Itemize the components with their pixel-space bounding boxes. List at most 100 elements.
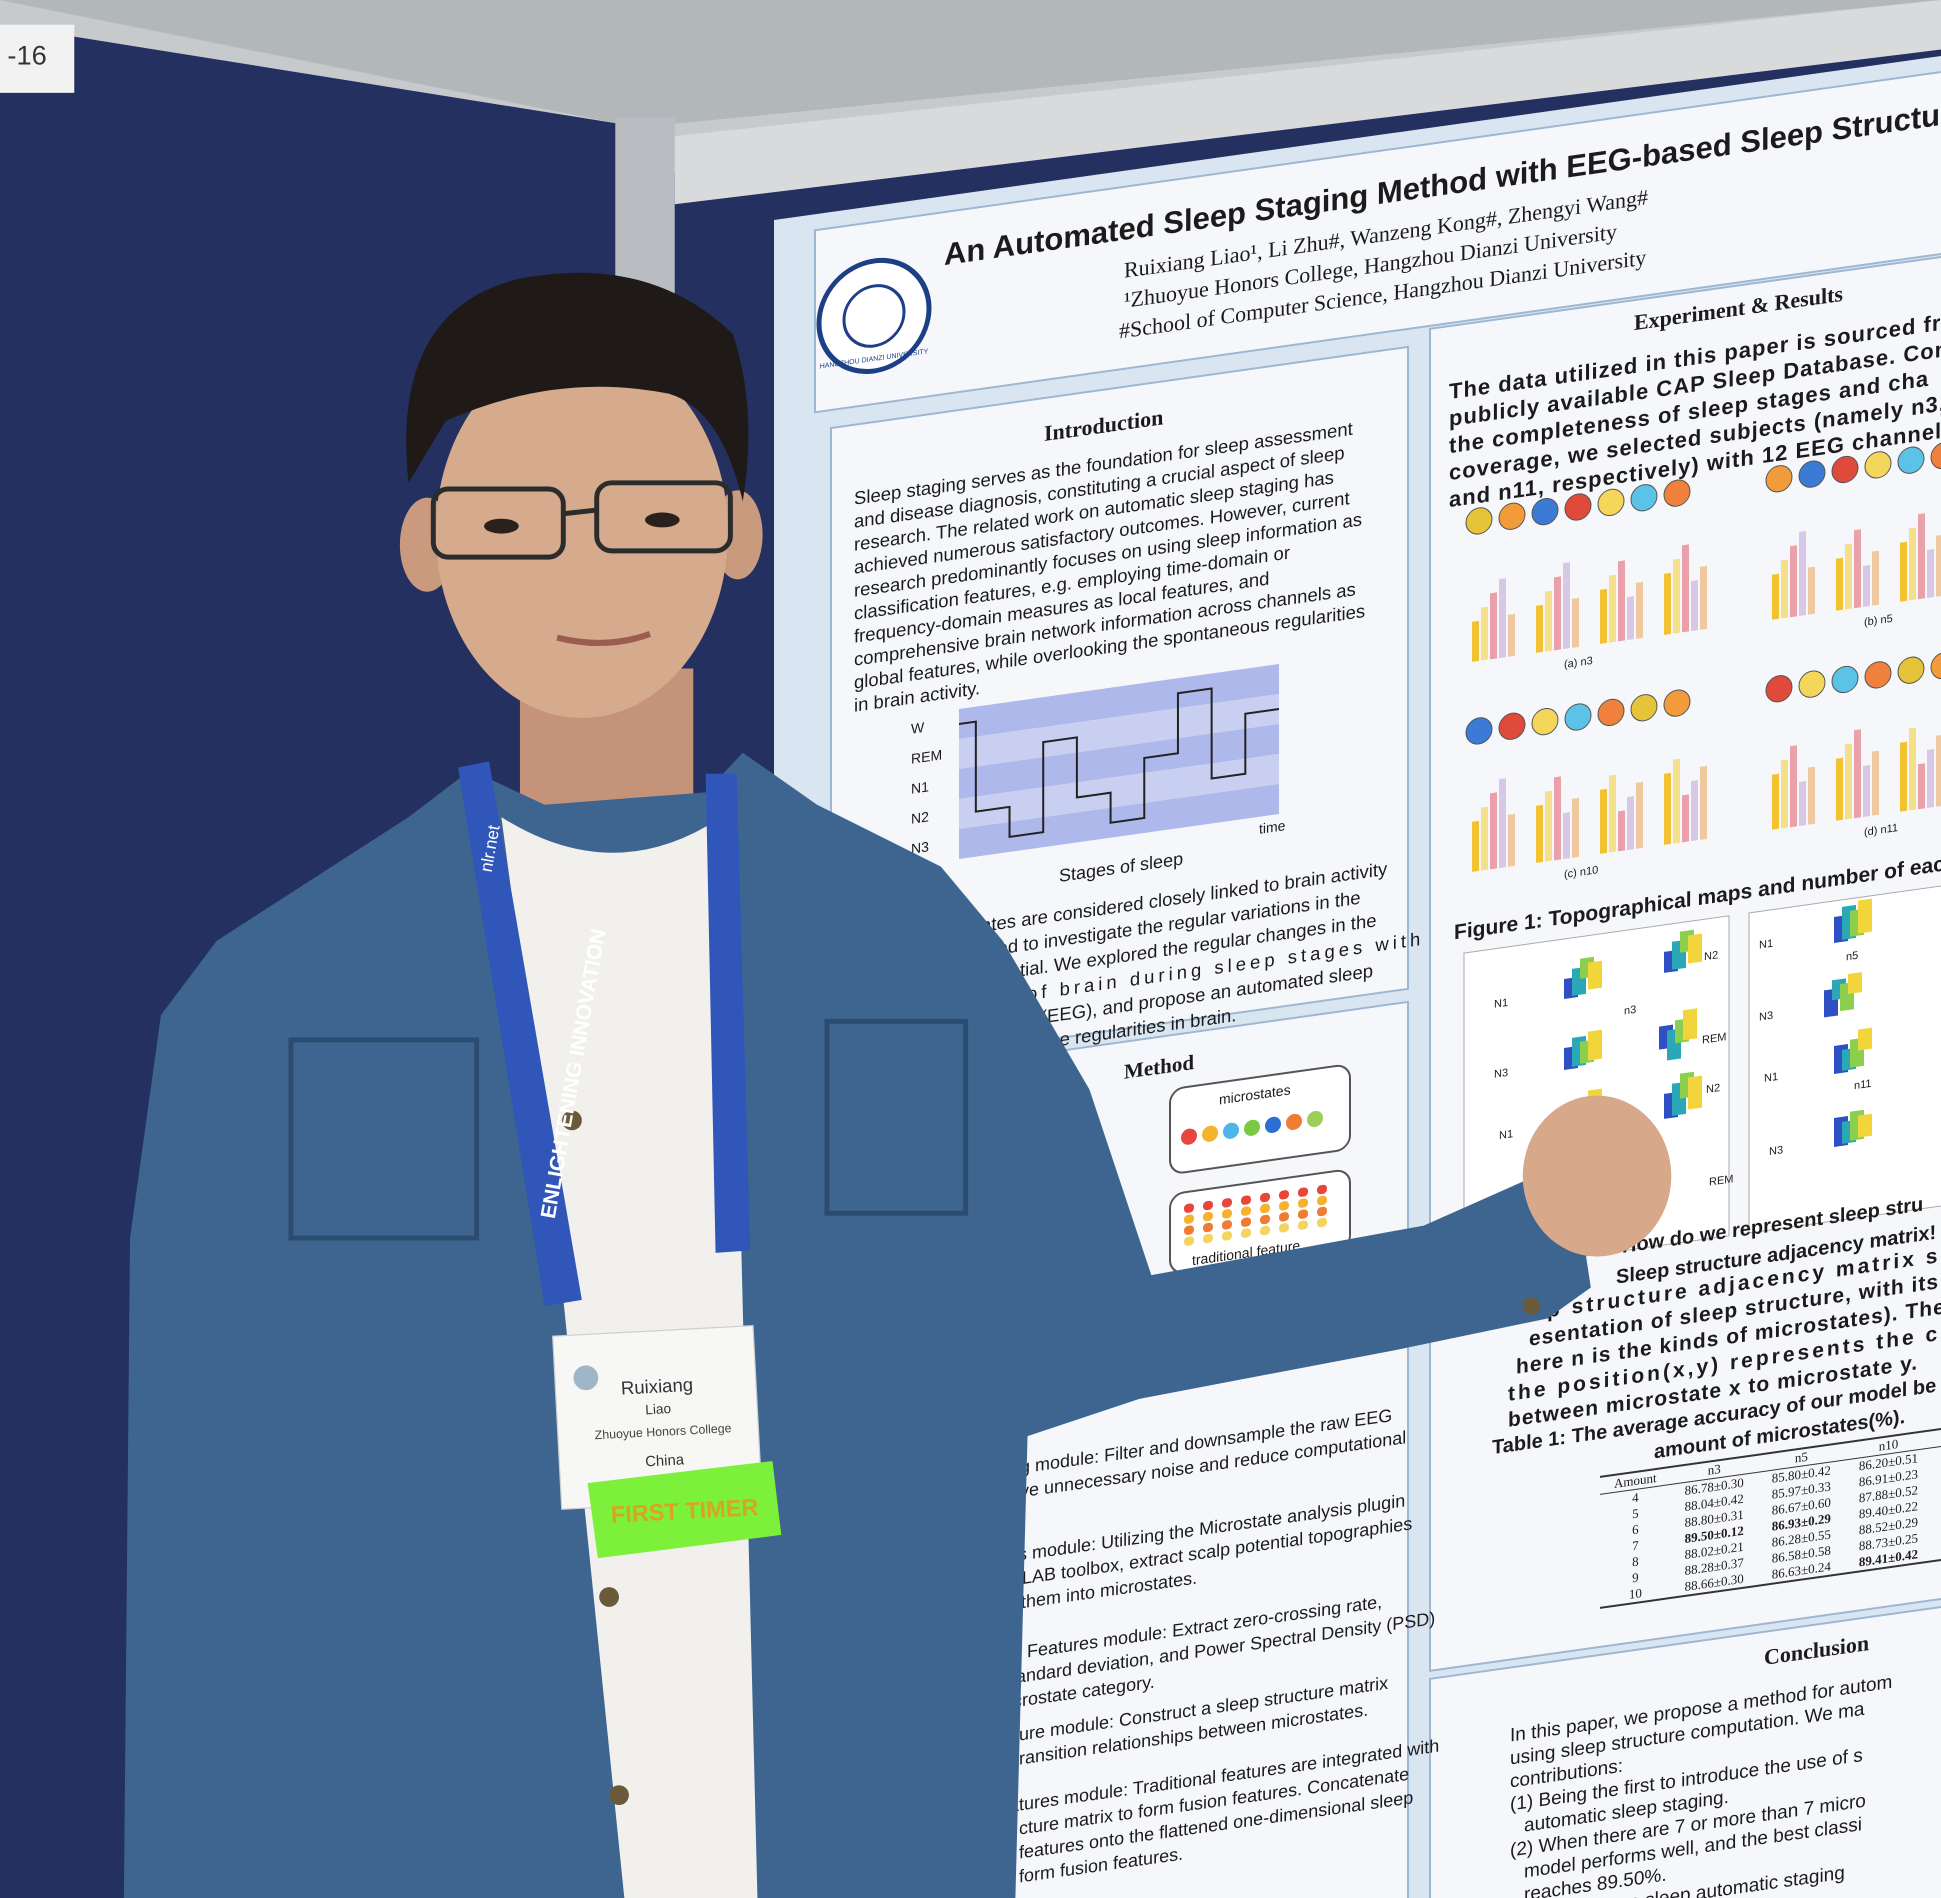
stage-band: [959, 694, 1279, 769]
feature-cell: [1241, 1228, 1251, 1238]
bar: [1691, 580, 1698, 632]
bar: [1636, 581, 1643, 639]
surface-block: [1848, 972, 1862, 995]
topomap: [1864, 451, 1892, 479]
topomap: [1765, 465, 1793, 493]
feature-cell: [1241, 1217, 1251, 1227]
bar: [1545, 790, 1552, 862]
bar: [1472, 620, 1479, 662]
denim-shirt: [123, 752, 1591, 1898]
stage-band: [959, 754, 1279, 829]
bar: [1799, 530, 1806, 616]
feature-cell: [1279, 1201, 1289, 1211]
surface-block: [1588, 960, 1602, 990]
bar: [1909, 527, 1916, 601]
button: [599, 1587, 619, 1607]
topomap: [1897, 656, 1925, 684]
bar: [1900, 541, 1907, 602]
surface-block: [1858, 898, 1872, 934]
bar: [1600, 588, 1607, 644]
feature-cell: [1260, 1192, 1270, 1203]
topomap: [1798, 670, 1826, 698]
bar: [1563, 812, 1570, 860]
bar: [1836, 757, 1843, 821]
bar: [1808, 766, 1815, 825]
badge-logo: [573, 1365, 599, 1391]
surface-block: [1858, 1113, 1872, 1138]
feature-cell: [1203, 1222, 1213, 1233]
sign-text: -16: [7, 39, 46, 70]
bar: [1627, 796, 1634, 851]
feature-cell: [1203, 1200, 1213, 1211]
microstate-map: [1265, 1116, 1281, 1133]
feature-cell: [1222, 1220, 1232, 1230]
surface-block: [1683, 1008, 1697, 1041]
feature-cell: [1222, 1209, 1232, 1219]
bar: [1481, 606, 1488, 661]
method-box-shape: [1169, 1064, 1351, 1174]
logo: [816, 257, 932, 375]
feature-cell: [1184, 1214, 1194, 1224]
bar: [1936, 734, 1941, 807]
button: [562, 1110, 582, 1131]
bar: [1536, 604, 1543, 653]
stage-line: [959, 687, 1279, 839]
topomap: [1498, 712, 1526, 740]
topomap: [1897, 446, 1925, 474]
topomap: [1564, 493, 1592, 521]
bar: [1900, 741, 1907, 812]
topomap: [1630, 484, 1658, 512]
feature-cell: [1317, 1217, 1327, 1228]
ceiling-beam: [0, 0, 1941, 124]
microstate-map: [1307, 1110, 1323, 1128]
bar: [1536, 804, 1543, 863]
eye: [644, 512, 680, 528]
bar: [1545, 590, 1552, 652]
bar: [1909, 727, 1916, 811]
ribbon: [587, 1461, 782, 1559]
topomap: [1663, 479, 1691, 507]
microstate-map: [1286, 1113, 1302, 1130]
stage-band: [959, 664, 1279, 739]
topomap: [1531, 498, 1559, 526]
frame-beam: [674, 0, 1941, 205]
face: [435, 346, 728, 719]
bar: [1664, 572, 1671, 635]
feature-cell: [1203, 1211, 1213, 1222]
bar: [1499, 578, 1506, 659]
topomap: [1597, 698, 1625, 726]
badge-first-name: Ruixiang: [620, 1374, 693, 1399]
topomap: [1498, 502, 1526, 530]
bar: [1863, 764, 1870, 817]
sign-card: [0, 24, 75, 93]
bar: [1508, 813, 1515, 867]
feature-cell: [1279, 1212, 1289, 1222]
feature-cell: [1260, 1203, 1270, 1214]
bar: [1790, 545, 1797, 618]
glasses: [594, 480, 733, 554]
bar: [1664, 772, 1671, 845]
feature-cell: [1279, 1223, 1289, 1233]
bar: [1673, 558, 1680, 634]
bar: [1554, 576, 1561, 651]
logo-inner: [842, 284, 906, 348]
feature-cell: [1184, 1203, 1194, 1213]
fist: [1522, 1095, 1672, 1257]
topomap: [1663, 689, 1691, 717]
feature-cell: [1298, 1187, 1308, 1197]
microstate-map: [1244, 1119, 1260, 1136]
bar: [1572, 597, 1579, 648]
bar: [1618, 560, 1625, 642]
bar: [1790, 745, 1797, 828]
eye: [484, 518, 519, 534]
topomap: [1465, 507, 1493, 535]
bar: [1927, 548, 1934, 598]
bar: [1490, 792, 1497, 870]
bar: [1854, 729, 1861, 819]
feature-cell: [1317, 1195, 1327, 1206]
hair: [406, 272, 749, 502]
topomap: [1765, 675, 1793, 703]
badge-last-name: Liao: [645, 1401, 671, 1417]
